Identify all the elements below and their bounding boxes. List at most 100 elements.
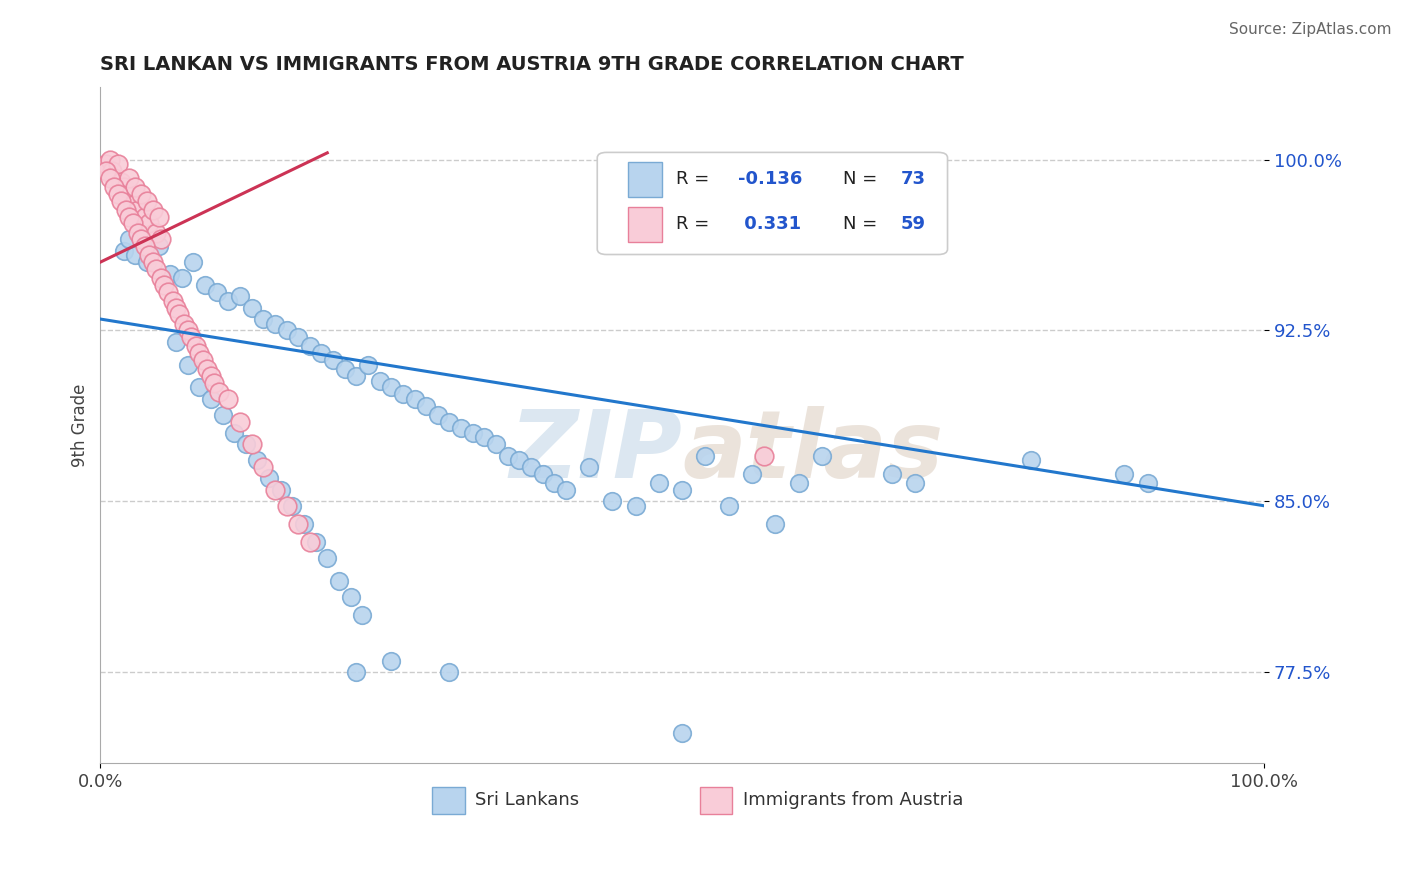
Point (162, 293, 184, 308)
Text: 73: 73 (901, 170, 927, 188)
Point (276, 323, 298, 337)
Point (118, 232, 141, 246)
Point (180, 330, 202, 344)
Point (496, 449, 519, 463)
Point (426, 408, 449, 422)
Point (352, 608, 374, 623)
Point (115, 186, 138, 201)
Point (110, 194, 132, 208)
Text: N =: N = (842, 215, 883, 233)
Point (270, 483, 292, 497)
Point (124, 248, 146, 262)
Point (461, 425, 484, 440)
Point (208, 384, 231, 399)
Point (134, 239, 156, 253)
Point (107, 157, 129, 171)
Point (112, 180, 135, 194)
Point (200, 392, 222, 406)
Point (184, 339, 207, 353)
Point (138, 248, 160, 262)
Text: 59: 59 (901, 215, 927, 233)
Point (904, 475, 927, 490)
Point (298, 535, 321, 549)
Point (508, 453, 530, 467)
Point (165, 301, 187, 315)
Point (415, 399, 437, 413)
Point (257, 471, 280, 485)
Point (474, 430, 496, 444)
Point (752, 449, 775, 463)
Point (103, 180, 125, 194)
Point (344, 665, 367, 679)
Text: SRI LANKAN VS IMMIGRANTS FROM AUSTRIA 9TH GRADE CORRELATION CHART: SRI LANKAN VS IMMIGRANTS FROM AUSTRIA 9T… (100, 55, 965, 74)
Point (229, 415, 252, 429)
Point (96, 164, 118, 178)
Point (276, 499, 298, 513)
Point (520, 460, 543, 475)
Point (103, 170, 125, 185)
Point (149, 232, 172, 246)
Point (787, 475, 810, 490)
Point (264, 483, 287, 497)
Text: R =: R = (676, 215, 716, 233)
Point (229, 289, 252, 303)
Point (173, 317, 195, 331)
Point (205, 285, 228, 299)
Point (811, 449, 834, 463)
Point (101, 164, 124, 178)
Point (328, 574, 350, 588)
Point (357, 358, 380, 372)
Point (485, 437, 508, 451)
Point (96, 157, 118, 171)
Point (450, 421, 472, 435)
Point (392, 387, 415, 401)
Point (439, 665, 461, 679)
Point (134, 210, 156, 224)
Point (122, 216, 145, 230)
Point (129, 232, 152, 246)
Point (188, 380, 211, 394)
Point (217, 293, 239, 308)
Point (246, 453, 269, 467)
Point (304, 535, 326, 549)
Point (127, 202, 149, 217)
Point (741, 467, 763, 481)
Point (107, 186, 129, 201)
Point (240, 301, 263, 315)
Point (188, 346, 211, 360)
Point (118, 210, 141, 224)
Point (148, 210, 170, 224)
Point (98, 170, 121, 185)
Point (439, 415, 461, 429)
Point (531, 467, 554, 481)
FancyBboxPatch shape (432, 787, 464, 814)
Point (380, 380, 402, 394)
Point (298, 339, 321, 353)
Point (240, 437, 263, 451)
Point (176, 358, 198, 372)
Point (671, 483, 693, 497)
Point (129, 186, 152, 201)
Point (880, 467, 903, 481)
FancyBboxPatch shape (627, 207, 662, 242)
FancyBboxPatch shape (700, 787, 733, 814)
Point (145, 226, 167, 240)
Point (202, 376, 225, 390)
Text: R =: R = (676, 170, 716, 188)
Point (118, 170, 141, 185)
Point (148, 239, 170, 253)
Text: atlas: atlas (682, 406, 943, 498)
Text: -0.136: -0.136 (738, 170, 803, 188)
Point (127, 226, 149, 240)
Point (165, 334, 187, 349)
Point (156, 285, 179, 299)
Point (252, 460, 274, 475)
Point (1114, 467, 1136, 481)
Point (159, 267, 181, 281)
Point (624, 499, 647, 513)
Point (145, 262, 167, 277)
Point (602, 494, 624, 508)
Point (98, 153, 121, 167)
Point (264, 317, 287, 331)
Point (281, 499, 304, 513)
